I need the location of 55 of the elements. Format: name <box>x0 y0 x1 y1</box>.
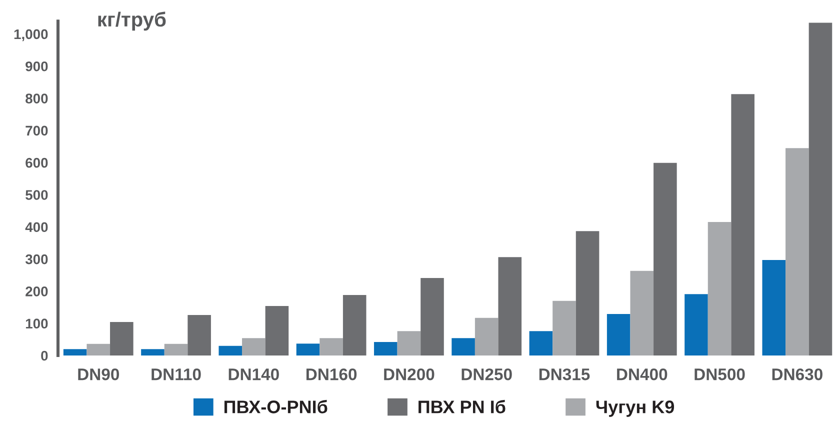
bar <box>141 349 164 356</box>
y-tick-label: 100 <box>26 318 48 329</box>
bar <box>63 349 87 356</box>
bar <box>320 338 343 356</box>
y-tick-label: 300 <box>25 254 48 264</box>
bar <box>808 22 832 356</box>
bar <box>708 222 732 356</box>
y-tick-label: 500 <box>26 190 48 200</box>
legend-label: ПВХ-О-PNIб <box>224 400 328 414</box>
bar <box>630 270 654 356</box>
legend-label: Чугун K9 <box>596 400 674 417</box>
legend-label: ПВХ PN Iб <box>418 400 506 414</box>
y-tick-label: 800 <box>26 94 48 104</box>
bar <box>474 318 498 356</box>
bar <box>606 314 630 356</box>
x-tick-label: DN140 <box>228 368 279 380</box>
bar <box>684 294 708 356</box>
y-tick-label: 1,000 <box>14 29 48 42</box>
bar <box>420 278 444 356</box>
y-tick-label: 0 <box>41 350 48 361</box>
x-tick-label: DN500 <box>694 368 745 380</box>
x-tick-label: DN160 <box>306 368 357 380</box>
x-tick-label: DN630 <box>772 368 822 380</box>
x-tick-label: DN110 <box>152 368 201 380</box>
bar <box>452 338 475 356</box>
bar <box>265 306 289 356</box>
bar <box>731 94 754 356</box>
bar <box>529 331 553 356</box>
bar <box>188 314 211 356</box>
x-tick-label: DN400 <box>617 368 668 380</box>
y-tick-label: 400 <box>25 222 48 232</box>
bar <box>164 344 188 356</box>
bar <box>296 344 320 356</box>
x-tick-label: DN200 <box>384 368 434 380</box>
x-tick-label: DN90 <box>78 368 119 380</box>
bar <box>762 260 786 356</box>
bar <box>654 162 677 356</box>
y-tick-label: 600 <box>26 158 48 168</box>
bar <box>374 342 398 356</box>
bar <box>552 300 576 356</box>
bar <box>342 295 366 356</box>
bar <box>218 346 242 356</box>
x-tick-label: DN315 <box>539 368 590 380</box>
bar <box>786 148 809 356</box>
bar <box>242 338 266 356</box>
y-tick-label: 900 <box>26 61 48 72</box>
bar <box>576 231 600 356</box>
bar <box>110 322 134 356</box>
y-tick-label: 700 <box>26 126 48 136</box>
y-tick-label: 200 <box>26 286 48 296</box>
bar <box>397 331 421 356</box>
x-tick-label: DN250 <box>462 368 512 380</box>
bar <box>498 257 522 356</box>
y-axis-title: кг/труб <box>98 12 166 31</box>
bar <box>86 344 110 356</box>
